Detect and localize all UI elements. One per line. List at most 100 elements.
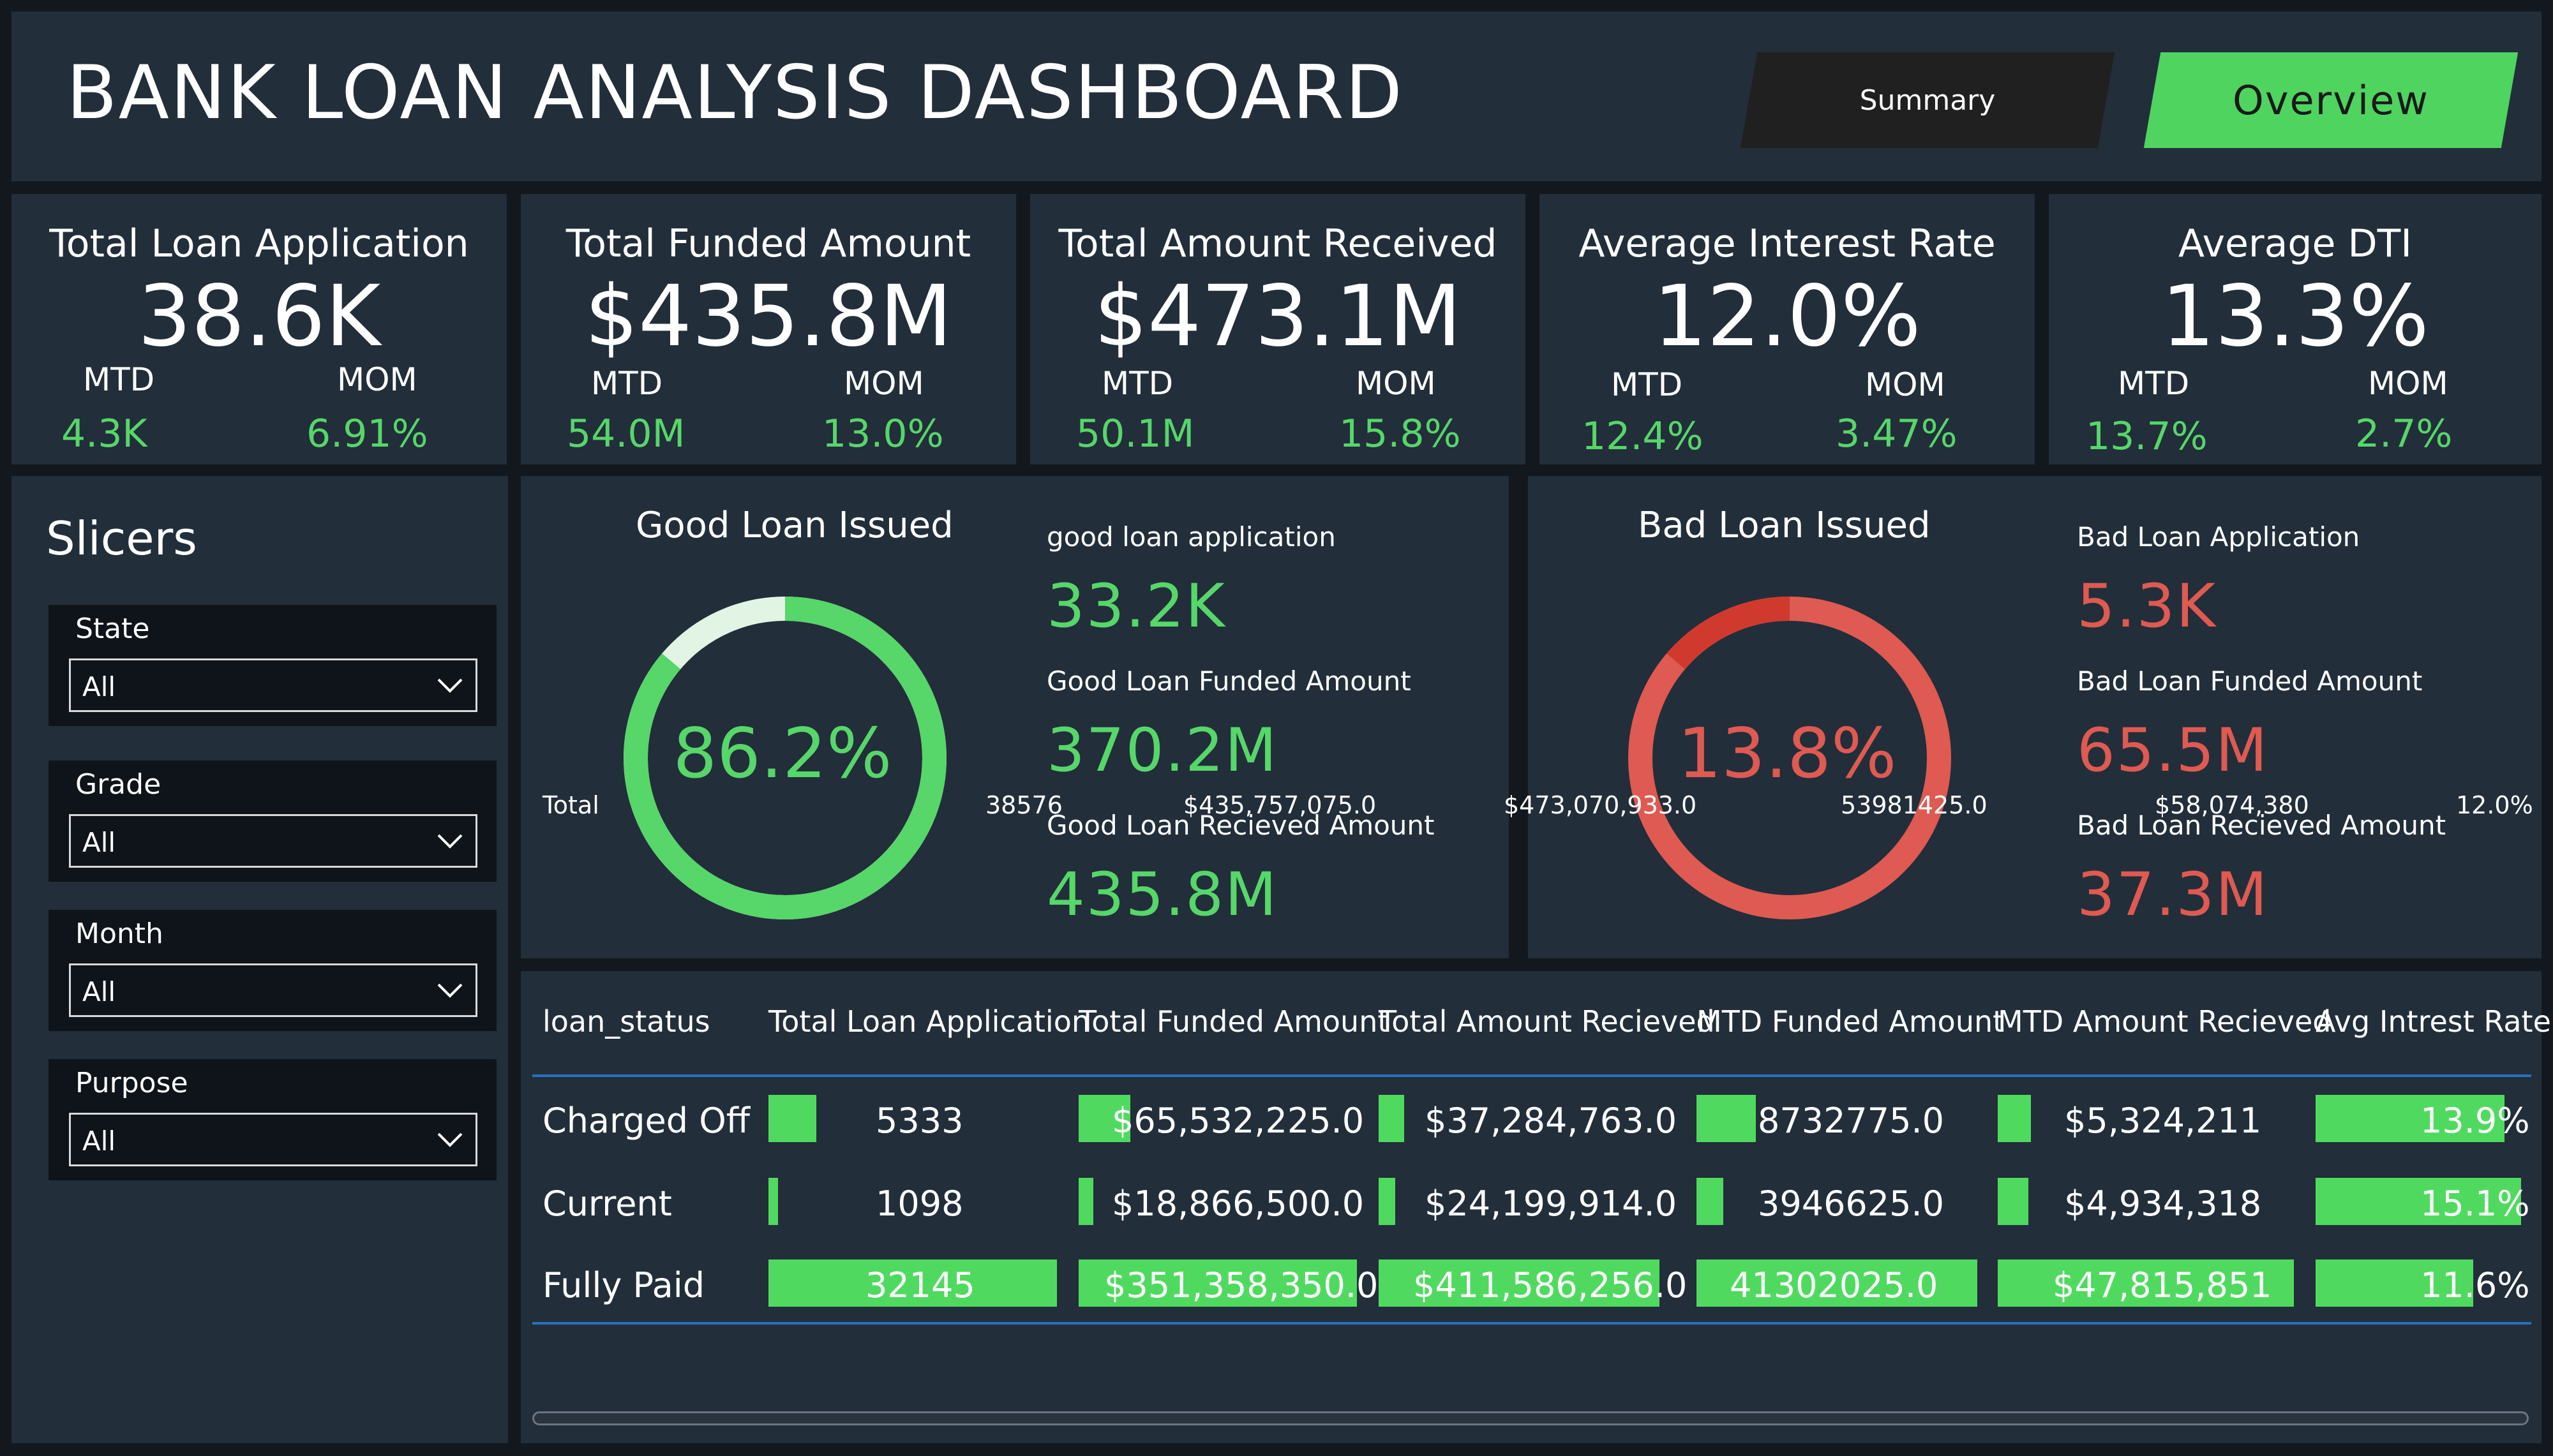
kpi-mom-label: MOM [1865, 366, 1945, 403]
data-bar [1379, 1178, 1395, 1225]
table-cell: $4,934,318 [2064, 1184, 2262, 1224]
table-cell: 5333 [876, 1101, 964, 1141]
dropdown-value: All [82, 976, 116, 1007]
table-cell: $5,324,211 [2064, 1101, 2262, 1141]
data-bar [2316, 1178, 2521, 1225]
data-bar [1998, 1095, 2031, 1142]
table-cell: 13.9% [2420, 1101, 2530, 1141]
row-label-current: Current [543, 1184, 672, 1224]
data-bar [768, 1095, 816, 1142]
slicers-title: Slicers [46, 512, 197, 565]
slicer-grade: Grade All [49, 761, 497, 882]
chevron-down-icon [437, 1133, 463, 1147]
kpi-mtd-label: MTD [2118, 365, 2190, 402]
table-cell: $351,358,350.0 [1104, 1265, 1379, 1305]
kpi-mom-value: 13.0% [822, 412, 944, 456]
data-bar [768, 1178, 779, 1225]
kpi-card-average-interest-rate: Average Interest Rate 12.0% MTD MOM 12.4… [1539, 194, 2035, 464]
kpi-title: Average DTI [2178, 221, 2412, 266]
slicer-purpose: Purpose All [49, 1059, 497, 1180]
kpi-mom-value: 3.47% [1836, 412, 1958, 456]
chevron-down-icon [437, 983, 463, 998]
month-dropdown[interactable]: All [69, 963, 477, 1017]
data-bar [1379, 1259, 1659, 1307]
data-bar [768, 1259, 1057, 1307]
bad-loan-application-value: 5.3K [2077, 572, 2217, 641]
table-cell: 1098 [876, 1184, 964, 1224]
state-dropdown[interactable]: All [69, 658, 477, 712]
chevron-down-icon [437, 678, 463, 693]
table-cell: 32145 [865, 1265, 975, 1305]
kpi-mtd-value: 50.1M [1076, 412, 1195, 456]
slicer-label: Purpose [75, 1067, 188, 1099]
total-cell: 53981425.0 [1841, 791, 1988, 819]
slicer-label: State [75, 613, 150, 645]
table-cell: $411,586,256.0 [1413, 1265, 1688, 1305]
kpi-card-total-amount-received: Total Amount Received $473.1M MTD MOM 50… [1030, 194, 1525, 464]
good-loan-application-label: good loan application [1047, 521, 1336, 553]
bad-loan-received-value: 37.3M [2077, 860, 2269, 930]
good-loan-panel: Good Loan Issued 86.2% good loan applica… [521, 476, 1509, 958]
table-cell: $18,866,500.0 [1112, 1184, 1365, 1224]
slicer-label: Grade [75, 768, 161, 801]
kpi-mom-value: 6.91% [306, 412, 428, 456]
kpi-title: Total Funded Amount [565, 221, 971, 266]
data-bar [1696, 1178, 1724, 1225]
row-label-fully-paid: Fully Paid [543, 1265, 705, 1305]
header-divider [532, 1074, 2531, 1077]
kpi-mom-value: 15.8% [1339, 412, 1461, 456]
total-cell: 12.0% [2456, 791, 2533, 819]
kpi-card-total-funded-amount: Total Funded Amount $435.8M MTD MOM 54.0… [521, 194, 1016, 464]
bad-loan-application-label: Bad Loan Application [2077, 521, 2360, 553]
column-header-loan-status[interactable]: loan_status [543, 1004, 710, 1039]
kpi-value: 13.3% [2161, 267, 2429, 366]
data-bar [1696, 1259, 1977, 1307]
chevron-down-icon [437, 834, 463, 849]
grade-dropdown[interactable]: All [69, 814, 477, 868]
nav-summary-label: Summary [1859, 84, 1996, 117]
kpi-card-average-dti: Average DTI 13.3% MTD MOM 13.7% 2.7% [2049, 194, 2542, 464]
nav-summary-button[interactable]: Summary [1740, 52, 2115, 148]
row-label-charged-off: Charged Off [543, 1101, 750, 1141]
dropdown-value: All [82, 1125, 116, 1157]
good-loan-donut: 86.2% [624, 597, 947, 919]
horizontal-scrollbar[interactable] [532, 1411, 2529, 1425]
column-header-mtd-amount-recieved[interactable]: MTD Amount Recieved [1998, 1004, 2332, 1039]
column-header-mtd-funded-amount[interactable]: MTD Funded Amount [1696, 1004, 2005, 1039]
good-loan-percent: 86.2% [673, 714, 892, 794]
slicers-panel: Slicers State All Grade All Month All Pu… [11, 476, 508, 1443]
kpi-title: Average Interest Rate [1578, 221, 1996, 266]
bad-loan-received-label: Bad Loan Recieved Amount [2077, 810, 2446, 841]
dropdown-value: All [82, 671, 116, 702]
good-loan-received-label: Good Loan Recieved Amount [1047, 810, 1435, 841]
column-header-total-loan-application[interactable]: Total Loan Application [768, 1004, 1091, 1039]
good-loan-funded-label: Good Loan Funded Amount [1047, 665, 1411, 697]
total-cell: $58,074,380 [2155, 791, 2309, 819]
column-header-total-amount-recieved[interactable]: Total Amount Recieved [1379, 1004, 1715, 1039]
nav-overview-button[interactable]: Overview [2143, 52, 2519, 148]
table-cell: 41302025.0 [1730, 1265, 1938, 1305]
total-cell: $473,070,933.0 [1504, 791, 1697, 819]
data-bar [1998, 1259, 2294, 1307]
table-cell: $24,199,914.0 [1425, 1184, 1677, 1224]
kpi-mom-label: MOM [844, 365, 924, 402]
kpi-mtd-value: 4.3K [61, 412, 147, 456]
column-header-total-funded-amount[interactable]: Total Funded Amount [1079, 1004, 1389, 1039]
slicer-state: State All [49, 605, 497, 726]
kpi-card-total-loan-application: Total Loan Application 38.6K MTD MOM 4.3… [11, 194, 507, 464]
bad-loan-panel: Bad Loan Issued 13.8% Bad Loan Applicati… [1528, 476, 2542, 958]
loan-status-table [521, 971, 2542, 1443]
kpi-value: 38.6K [137, 267, 381, 366]
kpi-mtd-value: 13.7% [2086, 414, 2208, 459]
good-loan-funded-value: 370.2M [1047, 716, 1278, 785]
total-cell: 38576 [985, 791, 1063, 819]
kpi-value: 12.0% [1653, 267, 1921, 366]
total-cell: $435,757,075.0 [1183, 791, 1377, 819]
data-bar [1079, 1259, 1357, 1307]
kpi-mom-label: MOM [1356, 365, 1436, 402]
column-header-avg-intrest-rate[interactable]: Avg Intrest Rate [2316, 1004, 2551, 1039]
page-title: BANK LOAN ANALYSIS DASHBOARD [66, 50, 1404, 136]
table-cell: $47,815,851 [2053, 1265, 2272, 1305]
purpose-dropdown[interactable]: All [69, 1113, 477, 1166]
good-loan-application-value: 33.2K [1047, 572, 1226, 641]
